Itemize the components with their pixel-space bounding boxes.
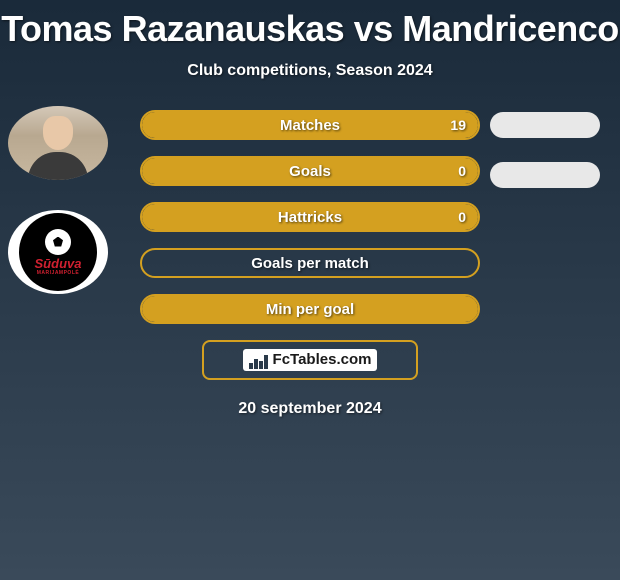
stat-value: 0 bbox=[458, 209, 466, 225]
stat-bar-matches: Matches 19 bbox=[140, 110, 480, 140]
stat-label: Min per goal bbox=[266, 301, 354, 318]
stat-bars: Matches 19 Goals 0 Hattricks 0 Goals per… bbox=[140, 110, 480, 324]
left-avatars: Sūduva MARIJAMPOLĖ bbox=[8, 106, 108, 324]
opponent-pill bbox=[490, 112, 600, 138]
player-avatar bbox=[8, 106, 108, 180]
stat-value: 19 bbox=[450, 117, 466, 133]
opponent-pill bbox=[490, 162, 600, 188]
stat-label: Hattricks bbox=[278, 209, 342, 226]
brand-text: FcTables.com bbox=[273, 351, 372, 368]
page-title: Tomas Razanauskas vs Mandricenco bbox=[0, 8, 620, 50]
opponent-bars bbox=[490, 110, 600, 214]
stat-label: Matches bbox=[280, 117, 340, 134]
stat-label: Goals per match bbox=[251, 255, 369, 272]
club-logo-subtext: MARIJAMPOLĖ bbox=[37, 270, 79, 276]
comparison-widget: Tomas Razanauskas vs Mandricenco Club co… bbox=[0, 0, 620, 418]
club-logo: Sūduva MARIJAMPOLĖ bbox=[8, 210, 108, 294]
club-logo-inner: Sūduva MARIJAMPOLĖ bbox=[19, 213, 97, 291]
stat-label: Goals bbox=[289, 163, 331, 180]
stats-area: Sūduva MARIJAMPOLĖ Matches 19 Goals 0 Ha… bbox=[0, 110, 620, 324]
stat-bar-goals: Goals 0 bbox=[140, 156, 480, 186]
stat-value: 0 bbox=[458, 163, 466, 179]
footer-date: 20 september 2024 bbox=[0, 400, 620, 418]
brand-badge-inner: FcTables.com bbox=[243, 349, 378, 370]
chart-icon bbox=[249, 353, 269, 369]
club-logo-text: Sūduva bbox=[35, 257, 82, 270]
brand-badge[interactable]: FcTables.com bbox=[202, 340, 418, 380]
stat-bar-hattricks: Hattricks 0 bbox=[140, 202, 480, 232]
stat-bar-goals-per-match: Goals per match bbox=[140, 248, 480, 278]
soccer-ball-icon bbox=[45, 229, 71, 255]
subtitle: Club competitions, Season 2024 bbox=[0, 62, 620, 80]
stat-bar-min-per-goal: Min per goal bbox=[140, 294, 480, 324]
